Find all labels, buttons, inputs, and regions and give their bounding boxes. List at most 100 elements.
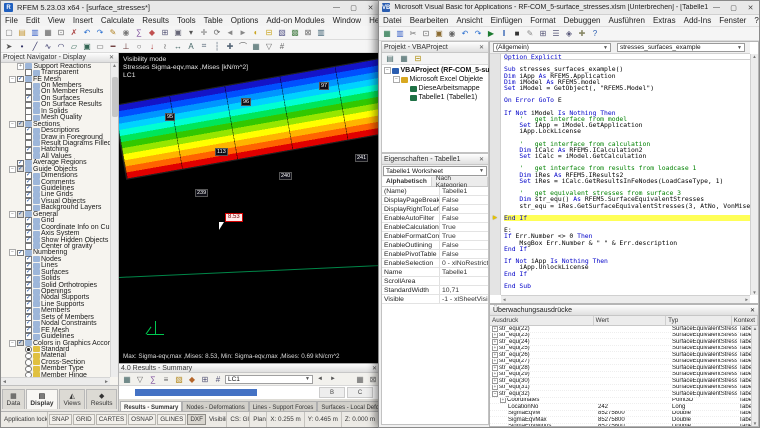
radio-button[interactable] xyxy=(25,371,32,377)
navigator-tree-item[interactable]: Background Layers xyxy=(1,204,110,212)
results-tab[interactable]: Lines - Support Forces xyxy=(248,401,318,413)
vba-close-button[interactable]: ✕ xyxy=(747,4,754,12)
expander-icon[interactable]: − xyxy=(393,76,400,83)
statusbar-toggle[interactable]: OSNAP xyxy=(128,414,157,425)
menu-item[interactable]: Options xyxy=(230,16,259,25)
paste-icon[interactable]: ▣ xyxy=(435,29,443,38)
results-print-icon[interactable]: ▦ xyxy=(356,374,364,384)
menu-item[interactable]: Add-on Modules xyxy=(266,16,325,25)
navigator-tree-item[interactable]: ✓ Members xyxy=(1,307,110,315)
toggle-folders-icon[interactable]: ⊟ xyxy=(414,54,422,63)
imperfection-tool-icon[interactable]: ≀ xyxy=(163,41,167,51)
guideline-tool-icon[interactable]: ┆ xyxy=(214,41,220,51)
code-line[interactable]: E: xyxy=(504,226,512,235)
checkbox[interactable] xyxy=(25,88,32,96)
current-execution-line[interactable]: End If xyxy=(504,215,750,221)
node-tool-icon[interactable]: • xyxy=(20,41,24,51)
minimize-button[interactable]: — xyxy=(333,4,340,11)
redo-icon[interactable]: ↷ xyxy=(474,29,482,38)
expander-icon[interactable]: + xyxy=(492,332,498,338)
code-line[interactable]: Dim iRes As RFEM5.IResults2 xyxy=(519,170,624,179)
radio-button[interactable] xyxy=(25,365,32,373)
numbering-tool-icon[interactable]: # xyxy=(279,41,285,51)
menu-item[interactable]: Window xyxy=(332,16,362,25)
watch-row[interactable]: SigmaEqvM 85275800 Double Tabelle1.stresses… xyxy=(490,411,751,417)
new-file-icon[interactable]: ▢ xyxy=(5,28,13,37)
res-table-icon[interactable]: ▦ xyxy=(123,374,131,384)
checkbox[interactable]: ✓ xyxy=(25,326,32,334)
navigator-tree-item[interactable]: ✓ Lines xyxy=(1,262,110,269)
close-button[interactable]: ✕ xyxy=(367,4,374,12)
checkbox[interactable] xyxy=(25,108,32,115)
watch-row[interactable]: + str_equ(27) SurfaceEquivalentStresses Tab… xyxy=(490,358,751,365)
menu-item[interactable]: Ansicht xyxy=(456,16,483,25)
res-grid-icon[interactable]: ⊞ xyxy=(201,374,209,384)
navigator-hscrollbar[interactable]: ◄ ► xyxy=(1,377,110,385)
radio-button[interactable] xyxy=(25,346,32,353)
dimension-tool-icon[interactable]: ↔ xyxy=(174,41,182,51)
open-file-icon[interactable]: ▤ xyxy=(18,28,26,37)
properties-window-icon[interactable]: ☰ xyxy=(552,29,560,38)
checkbox[interactable]: ✓ xyxy=(17,75,24,83)
redo-icon[interactable]: ↷ xyxy=(96,28,104,37)
measure-tool-icon[interactable]: ⌒ xyxy=(239,41,247,51)
checkbox[interactable] xyxy=(25,140,32,147)
code-line[interactable]: On Error GoTo E xyxy=(504,96,562,105)
move-icon[interactable]: ✛ xyxy=(200,28,208,37)
code-line[interactable]: iApp.LockLicense xyxy=(504,127,581,136)
expander-icon[interactable]: + xyxy=(17,63,24,70)
menu-item[interactable]: ? xyxy=(754,16,759,25)
view3d-icon[interactable]: ▣ xyxy=(174,28,182,37)
navigator-tree-item[interactable]: Draw in Foreground xyxy=(1,134,110,141)
navigator-tree-item[interactable]: ✓ Descriptions xyxy=(1,127,110,134)
property-row[interactable]: ScrollArea xyxy=(382,277,488,286)
hinge-tool-icon[interactable]: ○ xyxy=(136,41,142,51)
view-code-icon[interactable]: ▤ xyxy=(386,54,394,63)
zoom-icon[interactable]: ◉ xyxy=(122,28,130,37)
navigator-tree-item[interactable]: Center of gravity xyxy=(1,243,110,250)
navigator-close-icon[interactable]: ✕ xyxy=(108,55,114,61)
properties-close-icon[interactable]: ✕ xyxy=(478,156,484,163)
checkbox[interactable]: ✓ xyxy=(25,307,32,315)
property-row[interactable]: EnableAutoFilter False xyxy=(382,214,488,223)
navigator-tree-item[interactable]: ✓ On Surfaces xyxy=(1,95,110,102)
checkbox[interactable]: ✓ xyxy=(25,294,32,302)
menu-item[interactable]: Format xyxy=(530,16,556,25)
property-row[interactable]: StandardWidth 10,71 xyxy=(382,286,488,295)
checkbox[interactable]: ✓ xyxy=(25,198,32,205)
statusbar-toggle[interactable]: GLINES xyxy=(157,414,187,425)
expander-icon[interactable]: + xyxy=(492,339,498,345)
grid-tool-icon[interactable]: ⌗ xyxy=(201,41,207,50)
watch-row[interactable]: + str_equ(28) SurfaceEquivalentStresses Tab… xyxy=(490,365,751,372)
checkbox[interactable]: ✓ xyxy=(25,268,32,276)
res-values-icon[interactable]: # xyxy=(215,374,221,384)
expander-icon[interactable]: + xyxy=(492,358,498,364)
property-row[interactable]: DisplayPageBreaks False xyxy=(382,196,488,205)
design-mode-icon[interactable]: ✎ xyxy=(526,29,534,38)
navigator-tree-item[interactable]: ✓ Comments xyxy=(1,178,110,186)
navigator-tree-item[interactable]: Transparent xyxy=(1,69,110,76)
navigator-tree-item[interactable]: − ✓ Numbering xyxy=(1,249,110,257)
navigator-tree-item[interactable]: ✓ Coordinate Info on Cursor xyxy=(1,224,110,231)
member-tool-icon[interactable]: ━ xyxy=(110,41,116,51)
checkbox[interactable] xyxy=(25,204,32,212)
res-color-icon[interactable]: ▧ xyxy=(175,374,183,384)
checkbox[interactable]: ✓ xyxy=(25,191,32,199)
checkbox[interactable]: ✓ xyxy=(25,178,32,186)
checkbox[interactable]: ✓ xyxy=(17,120,24,128)
checkbox[interactable]: ✓ xyxy=(25,146,32,154)
vba-maximize-button[interactable]: ▢ xyxy=(730,4,737,12)
code-line[interactable]: Dim iCalc As RFEM5.ICalculation2 xyxy=(519,145,643,154)
navigator-tree-item[interactable]: ✓ Surfaces xyxy=(1,268,110,276)
clipping-icon[interactable]: ⊟ xyxy=(265,28,273,37)
maximize-button[interactable]: ▢ xyxy=(350,4,357,12)
checkbox[interactable]: ✓ xyxy=(25,95,32,102)
edit-icon[interactable]: ✎ xyxy=(109,28,117,37)
expander-icon[interactable]: − xyxy=(9,75,16,83)
code-line[interactable]: End Sub xyxy=(504,281,531,290)
graphics-viewport[interactable]: Visibility mode Stresses Sigma-eqv,max ,M… xyxy=(119,53,381,363)
code-line[interactable]: End If xyxy=(504,269,528,278)
watch-vscrollbar[interactable]: ▲ ▼ xyxy=(751,326,758,426)
reset-icon[interactable]: ■ xyxy=(514,29,520,38)
code-line[interactable]: Dim iModel As RFEM5.model xyxy=(504,77,601,86)
